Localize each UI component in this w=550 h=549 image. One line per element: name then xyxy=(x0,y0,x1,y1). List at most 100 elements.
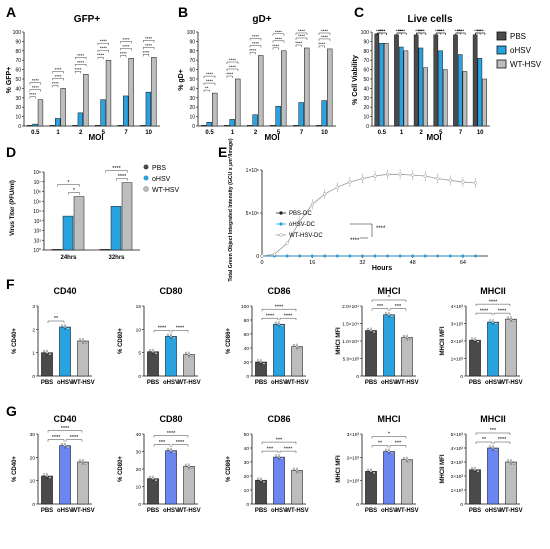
panel-d-ytick-label: 10¹ xyxy=(34,238,42,244)
panel-g4-sig-label: ** xyxy=(378,441,383,447)
panel-f1-sig-bracket xyxy=(47,320,65,323)
panel-d-bar-ohsv xyxy=(110,206,122,251)
panel-a-sig-label: **** xyxy=(32,78,39,83)
panel-c-bar-wt-hsv xyxy=(383,43,389,127)
panel-c-sig-label: **** xyxy=(398,29,405,34)
panel-c-bar-pbs xyxy=(472,34,478,127)
panel-a-sig-bracket xyxy=(52,71,64,74)
panel-g4-replicate-point xyxy=(402,457,406,460)
panel-e-point-wt-hsv-dc xyxy=(323,192,327,196)
panel-g4-ytick-label: 3×10³ xyxy=(347,432,360,438)
panel-b-sig-label: ** xyxy=(205,86,209,91)
panel-f5-ytick-label: 2×10³ xyxy=(451,339,464,345)
panel-f3-ytick-label: 40 xyxy=(244,346,250,352)
panel-b-sig-bracket xyxy=(272,33,285,36)
panel-a-sig-label: **** xyxy=(145,36,152,41)
panel-b-ytick-label: 40 xyxy=(189,86,195,92)
panel-f3-xtick-label: oHSV xyxy=(271,380,287,386)
panel-a-bar-pbs xyxy=(49,125,55,127)
panel-b-sig-bracket xyxy=(272,40,285,43)
panel-f4-replicate-point xyxy=(372,330,376,334)
panel-g3-ylabel: % CD86+ xyxy=(226,456,232,482)
panel-c-bar-wt-hsv xyxy=(403,50,409,127)
panel-f2-bar-ohsv xyxy=(165,336,177,377)
panel-g3-sig-bracket xyxy=(261,441,297,445)
panel-a-bar-wt-hsv xyxy=(105,59,112,127)
panel-g4-xtick-label: oHSV xyxy=(381,508,397,514)
panel-a-sig-bracket xyxy=(75,71,81,74)
panel-f1-title: CD40 xyxy=(53,286,76,296)
panel-g4-replicate-point xyxy=(390,451,394,455)
panel-f5-replicate-point xyxy=(476,340,480,343)
panel-e-legend-marker xyxy=(279,211,283,215)
panel-b-sig-bracket xyxy=(203,82,216,86)
panel-g5-replicate-point xyxy=(512,462,516,465)
panel-a-sig-bracket xyxy=(29,89,41,92)
panel-g2-ytick-label: 10 xyxy=(136,485,142,491)
panel-c-bar-ohsv xyxy=(438,50,443,127)
panel-f2-sig-label: **** xyxy=(158,326,167,332)
panel-g4-bar-ohsv xyxy=(383,451,395,505)
panel-f3-replicate-point xyxy=(295,345,299,348)
panel-b-sig-label: **** xyxy=(229,65,236,70)
panel-g5-replicate-point xyxy=(491,446,495,450)
panel-d-bar-wt-hsv xyxy=(73,196,85,251)
panel-g2-replicate-point xyxy=(169,449,173,452)
panel-f5-bar-wt-hsv xyxy=(505,318,517,377)
panel-f2-replicate-point xyxy=(169,335,173,338)
panel-f1-ytick-label: 3 xyxy=(32,304,35,310)
panel-f5-ylabel: MHCII MFI xyxy=(440,326,446,355)
panel-d-sig-label: * xyxy=(67,180,70,186)
panel-f1-ylabel: % CD40+ xyxy=(12,328,18,354)
panel-g3-ytick-label: 20 xyxy=(244,474,250,480)
panel-g3-replicate-point xyxy=(298,470,302,474)
panel-b-sig-bracket xyxy=(203,75,216,79)
panel-g4-replicate-point xyxy=(369,470,373,473)
panel-c-sig-label: **** xyxy=(455,29,462,34)
panel-g3-replicate-point xyxy=(277,455,281,459)
panel-b-ytick-label: 60 xyxy=(189,68,195,74)
panel-f4-sig-bracket xyxy=(389,308,407,311)
panel-e-point-wt-hsv-dc xyxy=(473,181,478,185)
panel-d-ytick-label: 10⁵ xyxy=(33,199,41,205)
panel-e-point-ohsv-dc xyxy=(373,254,377,258)
panel-letter-g: G xyxy=(6,403,17,419)
panel-g3-ytick-label: 10 xyxy=(244,488,250,494)
panel-a-ytick-label: 50 xyxy=(15,77,21,83)
panel-a-sig-bracket xyxy=(143,47,155,50)
panel-g5-replicate-point xyxy=(494,448,498,451)
panel-b-sig-label: **** xyxy=(298,29,305,34)
panel-c-sig-label: **** xyxy=(457,29,464,34)
panel-g5-ytick-label: 4×10³ xyxy=(451,446,464,452)
legend-d-label-pbs: PBS xyxy=(152,165,166,172)
panel-g5-sig-label: ** xyxy=(482,437,487,443)
panel-g4-replicate-point xyxy=(372,471,376,474)
panel-f3-replicate-point xyxy=(274,321,278,324)
panel-b-sig-label: **** xyxy=(226,72,233,77)
panel-a-bar-ohsv xyxy=(55,118,61,127)
panel-g2-replicate-point xyxy=(187,465,191,468)
panel-a-sig-label: **** xyxy=(100,46,107,51)
panel-b-xtick-label: 5 xyxy=(277,130,281,136)
panel-a-sig-label: **** xyxy=(52,81,59,86)
panel-f4-ytick-label: 5.0×10³ xyxy=(343,357,360,363)
panel-b-xtick-label: 2 xyxy=(254,130,258,136)
legend-top-label-ohsv: oHSV xyxy=(510,46,532,55)
panel-g1-bar-wt-hsv xyxy=(77,461,89,505)
panel-f1-sig-label: ** xyxy=(54,316,59,322)
panel-f1-bar-wt-hsv xyxy=(77,340,89,377)
panel-c-sig-bracket xyxy=(475,32,486,35)
panel-g5-sig-bracket xyxy=(475,441,493,444)
panel-f5-replicate-point xyxy=(488,319,492,322)
panel-f1-xtick-label: WT-HSV xyxy=(71,380,94,386)
panel-g4-ytick-label: 0 xyxy=(356,502,359,508)
panel-e-point-ohsv-dc xyxy=(310,254,314,258)
panel-f2-ytick-label: 5 xyxy=(138,351,141,357)
panel-b-sig-bracket xyxy=(226,68,239,71)
panel-g1-ytick-label: 20 xyxy=(30,455,36,461)
panel-a-ytick-label: 40 xyxy=(15,86,21,92)
panel-g4-ytick-label: 1×10³ xyxy=(347,479,360,485)
legend-d-label-wt: WT-HSV xyxy=(152,187,180,194)
panel-e-point-ohsv-dc xyxy=(285,254,289,258)
panel-e-point-wt-hsv-dc xyxy=(285,241,289,245)
